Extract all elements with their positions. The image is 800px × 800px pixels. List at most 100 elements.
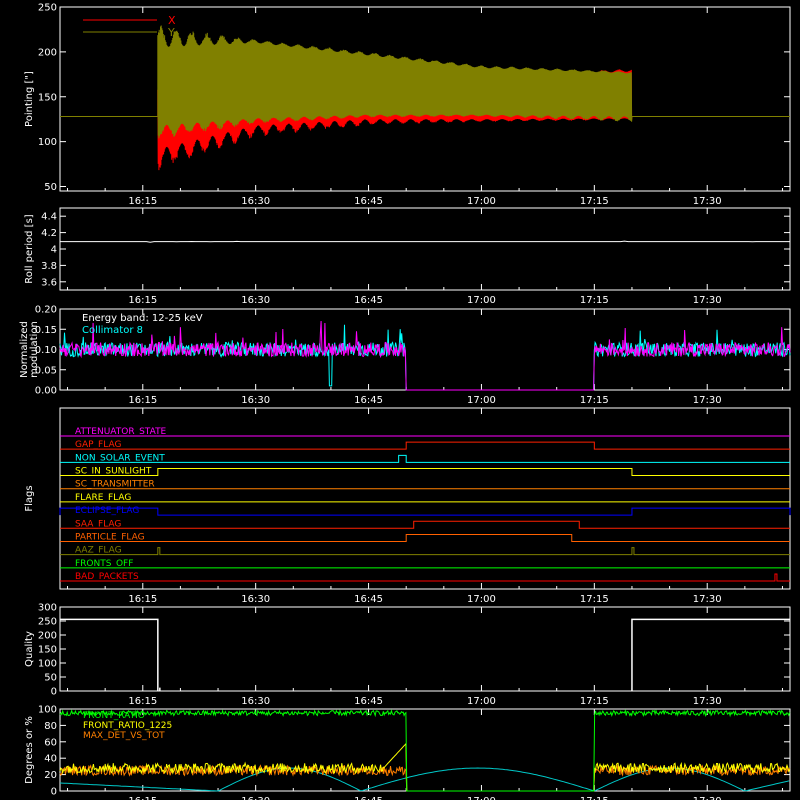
roll-ylabel: Roll period [s]: [24, 214, 35, 283]
pointing-frame: [59, 6, 791, 192]
pointing-series-y: [60, 25, 790, 139]
x-tick-label: 16:15: [128, 696, 157, 707]
x-tick-label: 16:15: [128, 594, 157, 605]
y-tick-label: 100: [38, 705, 57, 716]
x-tick-label: 17:15: [580, 395, 609, 406]
y-tick-label: 200: [38, 631, 57, 642]
flag-label: BAD_PACKETS: [75, 572, 139, 582]
modulation-ylabel: Normalized: [19, 321, 30, 378]
x-tick-label: 16:30: [241, 196, 270, 207]
y-tick-label: 100: [38, 137, 57, 148]
flag-line-bad-packets: [60, 573, 790, 582]
flag-label: GAP_FLAG: [75, 440, 121, 450]
y-tick-label: 3.6: [41, 277, 57, 288]
y-tick-label: 4.4: [41, 212, 57, 223]
pointing-ylabel: Pointing ["]: [24, 71, 35, 127]
y-tick-label: 250: [38, 617, 57, 628]
x-tick-label: 17:15: [580, 696, 609, 707]
legend-label: Y: [167, 26, 175, 39]
flag-line-particle-flag: [60, 533, 790, 542]
y-tick-label: 60: [44, 737, 57, 748]
y-tick-label: 50: [44, 673, 57, 684]
x-tick-label: 17:30: [693, 395, 722, 406]
flag-label: AAZ_FLAG: [75, 546, 122, 556]
x-tick-label: 17:30: [693, 295, 722, 306]
degrees-series-front-ratio: [59, 708, 791, 792]
pointing-panel: 16:15 16:30 16:45 17:00 17:15 17:30 Pointing […: [24, 3, 791, 207]
y-tick-label: 150: [38, 645, 57, 656]
quality-ylabel: Quality: [24, 631, 35, 667]
modulation-series: [59, 320, 791, 391]
flags-ylabel: Flags: [24, 485, 35, 511]
y-tick-label: 0.20: [35, 305, 57, 316]
x-tick-label: 17:15: [580, 594, 609, 605]
flag-label: NON_SOLAR_EVENT: [75, 453, 165, 463]
flags-frame: [59, 407, 791, 590]
y-tick-label: 150: [38, 92, 57, 103]
y-tick-label: 0.10: [35, 345, 57, 356]
flag-label: SAA_FLAG: [75, 519, 121, 529]
x-tick-label: 16:45: [354, 295, 383, 306]
x-tick-label: 16:15: [128, 196, 157, 207]
flag-line-eclipse-flag: [59, 507, 791, 516]
angle-curve: [59, 767, 790, 792]
roll-frame: [59, 207, 791, 291]
quality-line: [60, 618, 790, 691]
flags-panel: 16:15 16:30 16:45 17:00 17:15 17:30 Flags ATTEN…: [24, 407, 791, 605]
y-tick-label: 0.15: [35, 325, 57, 336]
quality-panel: 16:15 16:30 16:45 17:00 17:15 17:30 Quality 0 50…: [24, 603, 791, 707]
modulation-panel: 16:15 16:30 16:45 17:00 17:15 17:30 Normalized…: [19, 305, 791, 406]
flag-label: SC_IN_SUNLIGHT: [75, 467, 152, 477]
y-tick-label: 200: [38, 47, 57, 58]
roll-period-line: [59, 240, 790, 243]
x-tick-label: 17:30: [693, 594, 722, 605]
x-tick-label: 17:15: [580, 196, 609, 207]
roll-panel: 16:15 16:30 16:45 17:00 17:15 17:30 Roll perio…: [24, 207, 791, 306]
flag-label: ECLIPSE_FLAG: [75, 506, 139, 516]
y-tick-label: 3.8: [41, 261, 57, 272]
x-tick-label: 16:15: [128, 295, 157, 306]
flag-label: ATTENUATOR_STATE: [75, 427, 167, 437]
x-tick-label: 16:45: [354, 696, 383, 707]
x-tick-label: 16:15: [128, 395, 157, 406]
x-tick-label: 17:30: [693, 696, 722, 707]
x-tick-label: 17:30: [693, 196, 722, 207]
y-tick-label: 80: [44, 721, 57, 732]
y-tick-label: 40: [44, 754, 57, 765]
legend-label: X: [168, 14, 176, 27]
x-tick-label: 17:00: [467, 395, 496, 406]
legend-label: FRONT_RATIO: [83, 711, 145, 721]
x-tick-label: 17:30: [693, 796, 722, 800]
degrees-series-front-ratio-1225: [59, 742, 791, 792]
x-tick-label: 16:30: [241, 295, 270, 306]
y-tick-label: 250: [38, 3, 57, 14]
modulation-series: [59, 324, 791, 391]
energy-band-annotation: Energy band: 12-25 keV: [82, 313, 203, 324]
legend-label: FRONT_RATIO_1225: [83, 721, 172, 731]
x-tick-label: 16:30: [241, 594, 270, 605]
x-tick-label: 17:00: [467, 796, 496, 800]
x-tick-label: 16:45: [354, 395, 383, 406]
modulation-ylabel: modulation: [29, 321, 40, 378]
flag-line-non-solar-event: [60, 454, 790, 463]
x-tick-label: 16:30: [241, 395, 270, 406]
x-tick-label: 17:15: [580, 796, 609, 800]
degrees-ylabel: Degrees or %: [24, 716, 35, 784]
x-tick-label: 17:00: [467, 594, 496, 605]
y-tick-label: 0: [51, 787, 57, 798]
flag-label: SC_TRANSMITTER: [75, 480, 155, 490]
y-tick-label: 4: [51, 245, 57, 256]
flag-line-gap-flag: [60, 441, 790, 450]
y-tick-label: 0.00: [35, 386, 57, 397]
legend-label: MAX_DET_VS_TOT: [83, 731, 165, 741]
flag-line-sc-in-sunlight: [60, 468, 790, 477]
x-tick-label: 16:45: [354, 796, 383, 800]
degrees-panel: 16:15 16:30 16:45 17:00 17:15 17:30 Degrees or…: [24, 705, 791, 800]
y-tick-label: 100: [38, 659, 57, 670]
flag-line-saa-flag: [60, 520, 790, 529]
y-tick-label: 4.2: [41, 228, 57, 239]
y-tick-label: 300: [38, 603, 57, 614]
flag-label: FRONTS_OFF: [75, 559, 133, 569]
y-tick-label: 0: [51, 687, 57, 698]
